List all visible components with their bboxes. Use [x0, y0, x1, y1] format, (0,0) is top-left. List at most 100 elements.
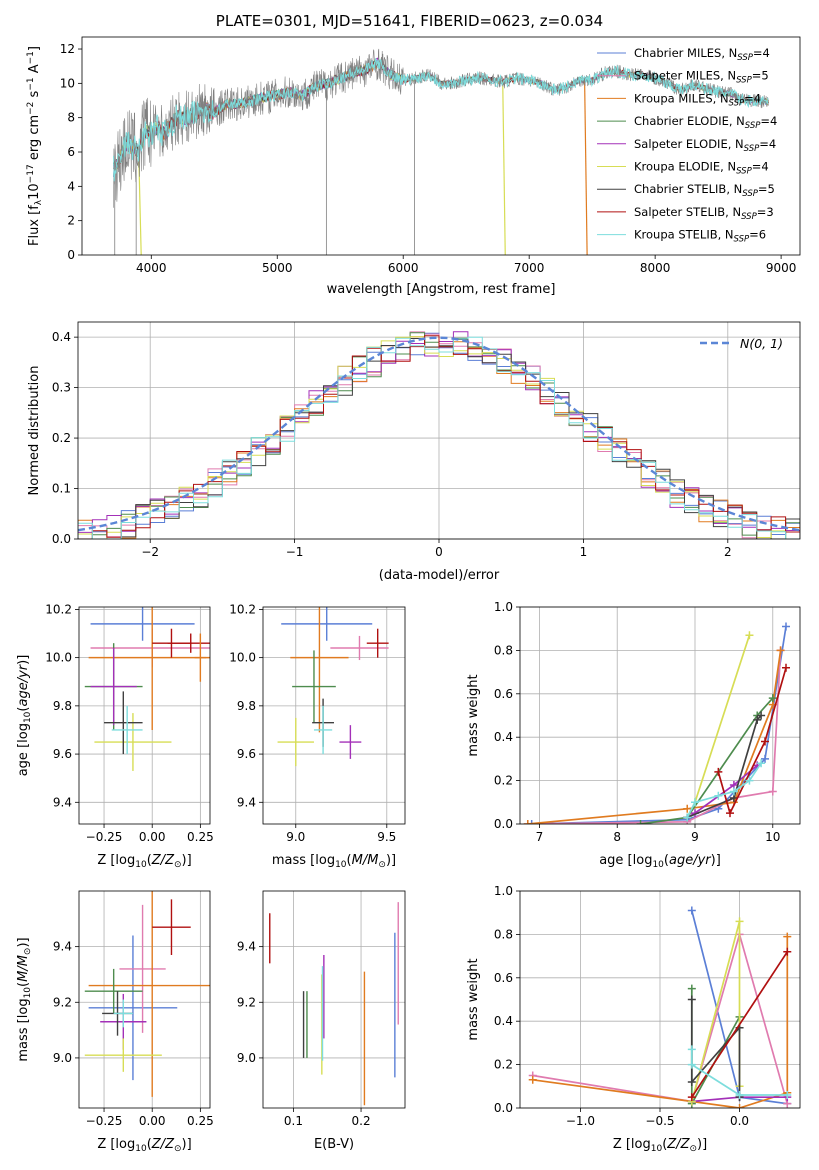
weight-marker	[768, 694, 777, 703]
age_vs_mass-points	[277, 607, 389, 767]
weight-marker	[528, 1075, 537, 1084]
y-tick-label: 0.3	[52, 381, 71, 395]
residual-plot	[78, 331, 800, 539]
x-tick-label: 7000	[514, 261, 545, 275]
legend-text: Kroupa STELIB, N	[634, 228, 734, 242]
weight-marker	[687, 984, 696, 993]
weight-marker	[761, 754, 769, 763]
y-tick-label: 10.2	[229, 602, 256, 616]
weight-line-5	[686, 634, 751, 818]
y-tick-label: 10	[60, 76, 75, 90]
weight-marker	[735, 1090, 744, 1099]
label-part: Z [log	[97, 853, 135, 868]
label-part: −1	[26, 77, 36, 90]
x-tick-label: 0.25	[187, 1114, 214, 1128]
x-tick-label: 8	[613, 830, 621, 844]
weight-marker	[745, 776, 754, 785]
label-part: (	[16, 982, 31, 987]
label-part: Z/Z	[666, 1137, 690, 1152]
y-tick-label: 2	[67, 214, 75, 228]
x-tick-label: 8000	[640, 261, 671, 275]
y-tick-label: 0.0	[494, 1101, 513, 1115]
x-axis-label: Z [log10(Z/Z⊙)]	[97, 853, 191, 870]
label-part: s	[27, 90, 42, 101]
y-tick-label: 0.1	[52, 482, 71, 496]
weight-marker	[687, 1093, 696, 1102]
legend-text: =3	[757, 205, 774, 219]
histogram-1	[78, 331, 800, 539]
label-part: age [log	[599, 853, 652, 868]
label-part: ⊙	[378, 860, 386, 870]
y-tick-label: 0.4	[494, 1014, 513, 1028]
weight-marker	[714, 791, 723, 800]
x-axis-label: E(B-V)	[314, 1137, 354, 1152]
y-tick-label: 0.8	[494, 643, 513, 657]
mass_vs_Z-points	[84, 891, 210, 1097]
label-part: −1	[26, 51, 36, 64]
x-axis-label: wavelength [Angstrom, rest frame]	[327, 282, 556, 297]
y-tick-label: 0.4	[52, 330, 71, 344]
weight-marker	[714, 767, 723, 776]
x-axis-label: Z [log10(Z/Z⊙)]	[97, 1137, 191, 1154]
x-tick-label: 6000	[388, 261, 419, 275]
label-part: (data-model)/error	[379, 568, 500, 583]
label-part: age/yr	[16, 663, 31, 706]
legend-label: Kroupa ELODIE, NSSP=4	[634, 160, 769, 177]
legend-text: Salpeter ELODIE, N	[634, 137, 744, 151]
label-part: ]	[27, 46, 42, 51]
model-line-top	[113, 57, 769, 182]
legend-text: Kroupa MILES, N	[634, 91, 729, 105]
label-part: 10	[652, 860, 664, 870]
age_vs_Z-axes: −0.25 0.00 0.259.49.69.810.010.2Z [log10(Z…	[16, 602, 214, 870]
x-tick-label: 2	[724, 545, 732, 559]
y-tick-label: 6	[67, 145, 75, 159]
weight-marker	[527, 820, 536, 824]
y-axis-label: mass weight	[466, 958, 481, 1040]
weight-marker	[687, 1077, 696, 1086]
x-tick-label: 0.00	[139, 1114, 166, 1128]
weight-marker	[768, 787, 777, 796]
y-tick-label: 4	[67, 179, 75, 193]
x-tick-label: 5000	[262, 261, 293, 275]
weight-marker	[687, 906, 696, 915]
y-tick-label: 0.0	[494, 817, 513, 831]
y-tick-label: 8	[67, 111, 75, 125]
axes-frame	[262, 890, 406, 1109]
label-part: A	[27, 64, 42, 77]
label-part: Normed distribution	[27, 366, 42, 496]
label-part: ⊙	[689, 1144, 697, 1154]
weight-marker	[687, 1045, 696, 1054]
model-drop	[502, 81, 506, 255]
y-axis-label: mass [log10(M/M⊙)]	[16, 937, 33, 1061]
x-tick-label: −1.0	[566, 1114, 595, 1128]
y-tick-label: 9.6	[237, 747, 256, 761]
x-tick-label: 0.25	[187, 830, 214, 844]
x-tick-label: 0.00	[139, 830, 166, 844]
y-tick-label: 1.0	[494, 600, 513, 614]
spectrum-plot	[113, 48, 769, 255]
legend-sub: SSP	[744, 144, 760, 154]
legend-sub: SSP	[745, 121, 761, 131]
y-tick-label: 0.2	[494, 774, 513, 788]
label-part: 10	[651, 1144, 663, 1154]
x-tick-label: 0.2	[352, 1114, 371, 1128]
weight_vs_Z-axes: −1.0 −0.5 0.0 0.0 0.2 0.4 0.6 0.8 1.0 Z [log10(Z/…	[466, 884, 801, 1154]
legend-text: =4	[752, 160, 769, 174]
weight-marker	[783, 947, 792, 956]
label-part: )]	[182, 853, 192, 868]
weight-line-2	[532, 936, 789, 1108]
residuals-axes: −2 −1 0 1 2 0.0 0.1 0.2 0.3 0.4 N(0, 1) (data-model…	[27, 321, 801, 583]
legend-label: Chabrier ELODIE, NSSP=4	[634, 114, 777, 131]
legend-label: N(0, 1)	[740, 336, 783, 351]
label-part: )]	[16, 937, 31, 947]
legend-text: Chabrier MILES, N	[634, 46, 737, 60]
legend-text: Salpeter MILES, N	[634, 69, 736, 83]
label-part: 10	[135, 860, 147, 870]
x-tick-label: 0	[435, 545, 443, 559]
x-tick-label: 9.0	[286, 830, 305, 844]
weight-marker	[761, 737, 769, 746]
weight-marker	[523, 820, 532, 824]
label-part: λ	[34, 199, 44, 205]
x-axis-label: (data-model)/error	[379, 568, 500, 583]
mass_vs_Z-axes: −0.25 0.00 0.259.09.29.4Z [log10(Z/Z⊙)]mas…	[16, 890, 214, 1154]
